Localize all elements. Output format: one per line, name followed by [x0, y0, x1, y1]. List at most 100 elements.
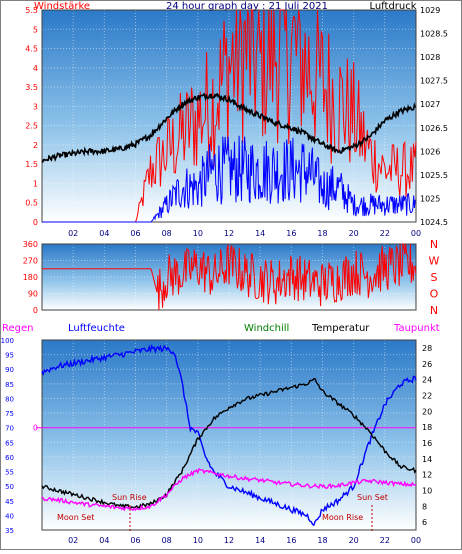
pressure-tick-label: 1028.5 — [420, 30, 448, 39]
humidity-tick-label: 50 — [5, 483, 14, 491]
temp-tick-label: 14 — [422, 455, 432, 464]
hour-tick-label: 06 — [130, 536, 140, 545]
sun-set-annotation: Sun Set — [357, 493, 388, 502]
pressure-tick-label: 1027.5 — [420, 77, 448, 86]
humidity-tick-label: 65 — [5, 439, 14, 447]
tick-layer: 0 0.5 1 1.5 2 2.5 3 3.5 4 4.5 5 5.5 1024.5 1025 1025.5… — [1, 6, 448, 545]
moon-set-annotation: Moon Set — [57, 513, 94, 522]
temp-tick-label: 8 — [422, 502, 427, 511]
hour-tick-label: 04 — [99, 536, 109, 545]
humidity-tick-label: 85 — [5, 381, 14, 389]
temp-tick-label: 22 — [422, 391, 432, 400]
humidity-tick-label: 35 — [5, 527, 14, 535]
hour-tick-label: 14 — [255, 229, 265, 238]
rain-tick-label: 0 — [33, 424, 38, 433]
direction-tick-label: 0 — [33, 306, 38, 315]
temp-tick-label: 10 — [422, 486, 432, 495]
hour-tick-label: 16 — [286, 229, 296, 238]
hour-tick-label: 22 — [380, 536, 390, 545]
wind-tick-label: 5.5 — [25, 6, 38, 15]
hour-tick-label: 06 — [130, 229, 140, 238]
moon-rise-annotation: Moon Rise — [322, 513, 363, 522]
wind-panel-frame — [41, 9, 417, 223]
temp-tick-label: 18 — [422, 423, 432, 432]
hour-tick-label: 08 — [162, 536, 172, 545]
wind-avg-line — [42, 135, 416, 223]
compass-label: O — [430, 288, 439, 301]
wind-tick-label: 4.5 — [25, 45, 38, 54]
wind-tick-label: 0.5 — [25, 199, 38, 208]
rain-label: Regen — [2, 323, 34, 334]
humidity-tick-label: 90 — [5, 366, 14, 374]
temp-tick-label: 16 — [422, 439, 432, 448]
chart-title: 24 hour graph day : 21 Juli 2021 — [166, 1, 328, 12]
hour-tick-label: 00 — [411, 536, 421, 545]
hour-tick-label: 02 — [68, 536, 78, 545]
hour-tick-label: 18 — [317, 536, 327, 545]
temperature-label: Temperatur — [311, 323, 370, 334]
hour-tick-label: 16 — [286, 536, 296, 545]
hour-tick-label: 20 — [349, 229, 359, 238]
temp-tick-label: 28 — [422, 344, 432, 353]
wind-tick-label: 1 — [33, 179, 38, 188]
direction-tick-label: 90 — [28, 290, 38, 299]
humidity-label: Luftfeuchte — [68, 323, 125, 334]
humidity-tick-label: 80 — [5, 395, 14, 403]
direction-tick-label: 180 — [23, 273, 38, 282]
compass-label: S — [431, 271, 438, 284]
pressure-tick-label: 1025.5 — [420, 171, 448, 180]
hour-tick-label: 04 — [99, 229, 109, 238]
humidity-tick-label: 55 — [5, 469, 14, 477]
humidity-line — [41, 343, 417, 527]
humidity-tick-label: 75 — [5, 410, 14, 418]
wind-tick-label: 3 — [33, 102, 38, 111]
temp-tick-label: 6 — [422, 518, 427, 527]
pressure-tick-label: 1026 — [420, 147, 440, 156]
dewpoint-line — [41, 467, 417, 512]
direction-tick-label: 360 — [23, 240, 38, 249]
pressure-line — [41, 92, 416, 163]
hour-tick-label: 22 — [380, 229, 390, 238]
wind-tick-label: 2 — [33, 141, 38, 150]
temperature-line — [41, 377, 417, 510]
compass-label: N — [430, 304, 438, 317]
hour-tick-label: 14 — [255, 536, 265, 545]
direction-line — [42, 243, 417, 311]
hour-tick-label: 12 — [224, 536, 234, 545]
hour-tick-label: 02 — [68, 229, 78, 238]
temp-panel-frame — [41, 339, 417, 531]
temp-tick-label: 24 — [422, 376, 432, 385]
direction-panel-frame — [41, 243, 417, 311]
hour-tick-label: 12 — [224, 229, 234, 238]
pressure-tick-label: 1025 — [420, 194, 440, 203]
direction-tick-label: 270 — [23, 257, 38, 266]
compass-label: N — [430, 238, 438, 251]
panel-wind-pressure-bg — [42, 10, 416, 222]
wind-tick-label: 2.5 — [25, 122, 38, 131]
hour-tick-label: 10 — [193, 536, 203, 545]
hour-tick-label: 20 — [349, 536, 359, 545]
wind-tick-label: 4 — [33, 64, 38, 73]
dewpoint-label: Taupunkt — [393, 323, 440, 334]
panel-temp-humidity-bg — [42, 340, 416, 530]
wind-tick-label: 3.5 — [25, 83, 38, 92]
temp-tick-label: 12 — [422, 471, 432, 480]
wind-tick-label: 5 — [33, 25, 38, 34]
humidity-tick-label: 40 — [5, 512, 14, 520]
humidity-tick-label: 45 — [5, 498, 14, 506]
wind-tick-label: 1.5 — [25, 160, 38, 169]
pressure-tick-label: 1029 — [420, 6, 440, 15]
temp-tick-label: 20 — [422, 407, 432, 416]
pressure-tick-label: 1026.5 — [420, 124, 448, 133]
humidity-tick-label: 70 — [5, 425, 14, 433]
series-layer — [36, 9, 417, 527]
humidity-tick-label: 95 — [5, 352, 14, 360]
sun-rise-annotation: Sun Rise — [112, 493, 147, 502]
pressure-tick-label: 1024.5 — [420, 218, 448, 227]
hour-tick-label: 10 — [193, 229, 203, 238]
header-right-label: Luftdruck — [369, 1, 416, 12]
hour-tick-label: 18 — [317, 229, 327, 238]
wind-tick-label: 0 — [33, 218, 38, 227]
